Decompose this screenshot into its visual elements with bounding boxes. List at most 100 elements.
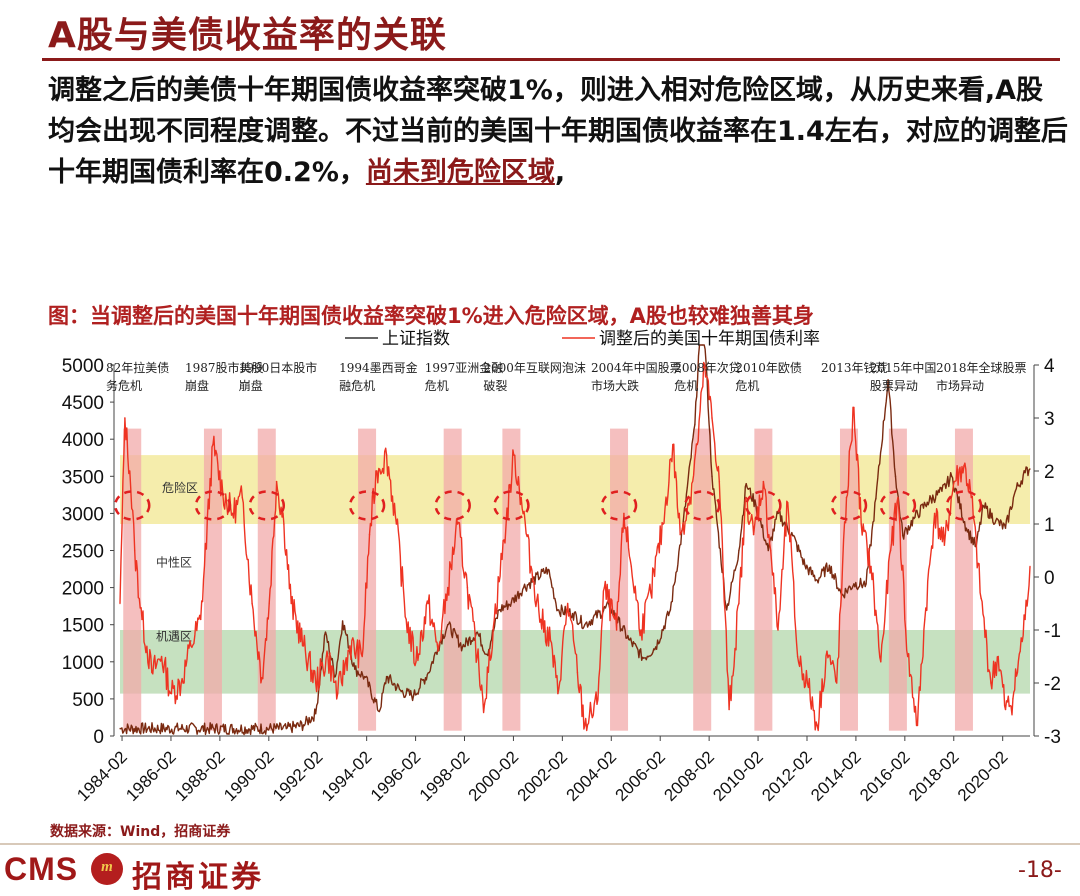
rate-point: [980, 597, 982, 599]
rate-point: [302, 645, 305, 647]
y-left-tick-label: 1500: [62, 616, 104, 637]
rate-point: [241, 496, 244, 499]
rate-point: [483, 703, 486, 705]
logo-badge-letter: m: [101, 859, 113, 875]
rate-point: [336, 692, 339, 695]
body-text-highlight: 尚未到危险区域: [365, 157, 555, 188]
rate-point: [283, 523, 285, 525]
event-label: 2000年互联网泡沫: [483, 361, 586, 375]
x-tick-label: 1986-02: [122, 747, 180, 805]
rate-point: [566, 602, 569, 605]
index-point: [994, 520, 997, 522]
rate-point: [603, 586, 606, 589]
y-right-tick-label: -3: [1044, 727, 1061, 748]
index-point: [941, 490, 943, 492]
y-right-tick-label: 4: [1044, 356, 1055, 377]
page-number: -18-: [1018, 858, 1062, 883]
rate-point: [943, 544, 946, 546]
index-point: [950, 475, 953, 478]
rate-point: [476, 655, 478, 658]
rate-point: [493, 618, 496, 621]
x-tick-label: 2004-02: [563, 747, 621, 805]
index-point: [302, 724, 305, 726]
rate-point: [970, 496, 973, 499]
x-tick-label: 2020-02: [954, 747, 1012, 805]
event-band: [123, 428, 142, 731]
rate-point: [650, 592, 652, 594]
rate-point: [889, 549, 892, 552]
event-highlight-circle: [683, 490, 721, 521]
body-paragraph: 调整之后的美债十年期国债收益率突破1%，则进入相对危险区域，从历史来看,A股均会…: [48, 70, 1068, 193]
index-point: [446, 623, 449, 626]
event-band: [502, 428, 521, 731]
event-label: 1990日本股市: [239, 360, 318, 375]
rate-line: [119, 361, 1031, 732]
event-label: 2013年钱荒: [821, 360, 888, 375]
index-point: [791, 534, 794, 537]
rate-point: [916, 724, 919, 727]
index-point: [926, 501, 929, 504]
index-point: [547, 568, 549, 571]
y-right-tick-label: 0: [1044, 568, 1055, 589]
y-left-tick-label: 5000: [62, 356, 104, 377]
rate-point: [530, 565, 532, 568]
index-point: [400, 690, 403, 693]
x-tick-label: 1990-02: [220, 747, 278, 805]
event-label: 2015年中国: [870, 360, 937, 375]
rate-point: [933, 512, 936, 515]
index-point: [583, 623, 586, 626]
index-point: [642, 657, 645, 659]
rate-point: [456, 523, 459, 525]
rate-point: [860, 523, 863, 525]
event-band: [754, 428, 773, 731]
rate-point: [290, 602, 293, 605]
y-left-tick-label: 500: [72, 690, 104, 711]
event-label: 市场大跌: [591, 378, 639, 393]
rate-point: [133, 549, 136, 552]
event-highlight-circle: [348, 490, 386, 521]
rate-point: [395, 523, 398, 525]
y-right-tick-label: -1: [1044, 621, 1061, 642]
event-label: 1994墨西哥金: [339, 360, 418, 375]
rate-point: [128, 470, 131, 472]
chart-rate-series: [119, 361, 1031, 732]
rate-point: [596, 703, 598, 705]
event-label: 危机: [425, 379, 449, 393]
y-right-tick-label: 2: [1044, 462, 1055, 483]
event-label: 82年拉美债: [106, 360, 169, 375]
event-label: 2004年中国股票: [591, 360, 682, 375]
rate-point: [672, 443, 674, 446]
index-line: [119, 344, 1031, 736]
rate-point: [427, 602, 430, 605]
index-point: [804, 564, 806, 567]
event-highlight-circle: [879, 490, 917, 521]
rate-point: [906, 655, 909, 658]
index-point: [1029, 468, 1031, 470]
rate-point: [826, 650, 828, 652]
index-point: [119, 727, 121, 730]
index-point: [853, 583, 855, 585]
chart-title: 图：当调整后的美国十年期国债收益率突破1%进入危险区域，A股也较难独善其身: [48, 304, 814, 328]
rate-point: [251, 602, 253, 605]
index-point: [816, 579, 818, 581]
index-point: [901, 534, 904, 537]
index-point: [486, 653, 488, 656]
x-tick-label: 2018-02: [905, 747, 963, 805]
legend-index-label: 上证指数: [382, 329, 450, 349]
y-left-tick-label: 4000: [62, 430, 104, 451]
x-tick-label: 1996-02: [367, 747, 425, 805]
chart-legend: 上证指数 调整后的美国十年期国债利率: [345, 329, 820, 349]
event-highlight-circle: [248, 490, 286, 521]
event-label: 危机: [674, 379, 698, 393]
rate-point: [314, 682, 317, 684]
page-title: A股与美债收益率的关联: [48, 15, 447, 56]
rate-point: [997, 655, 999, 658]
index-point: [887, 379, 889, 381]
rate-point: [376, 470, 378, 472]
index-point: [510, 601, 513, 604]
index-point: [324, 631, 327, 633]
x-tick-label: 2008-02: [660, 747, 718, 805]
event-label: 崩盘: [239, 378, 263, 393]
index-point: [694, 423, 696, 426]
